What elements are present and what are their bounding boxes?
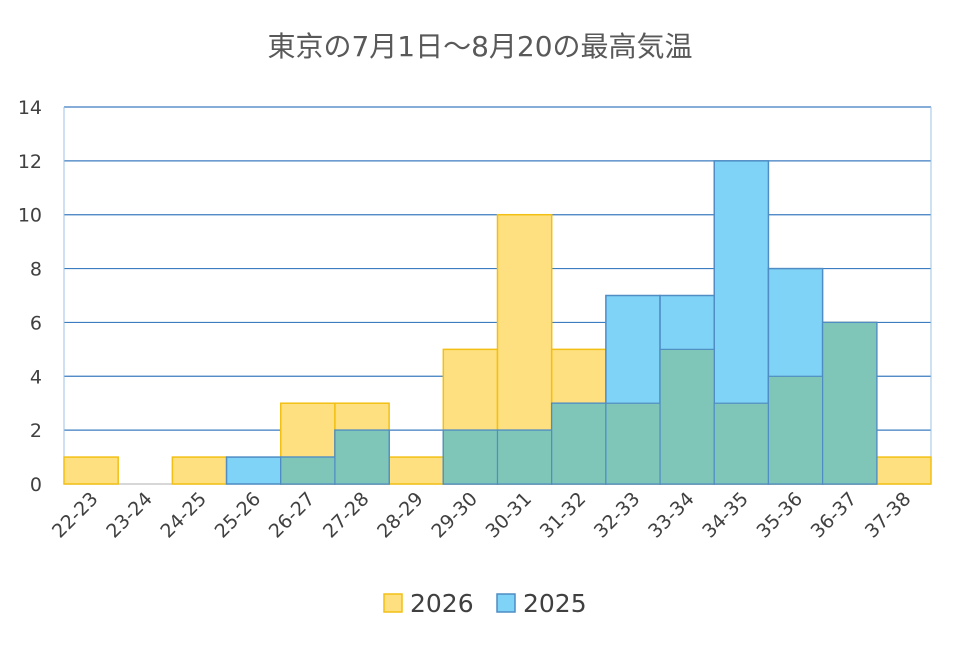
bar-overlap	[605, 402, 661, 485]
y-tick-label: 0	[30, 474, 42, 496]
bar-overlap	[659, 348, 715, 485]
y-tick-label: 12	[18, 151, 42, 173]
legend-swatch-2026	[383, 593, 403, 613]
x-tick-label: 29-30	[427, 488, 482, 543]
bar-overlap	[496, 429, 553, 485]
bar-overlap	[551, 402, 607, 485]
chart-title: 東京の7月1日〜8月20の最高気温	[267, 30, 692, 63]
overlap-bars	[280, 321, 878, 485]
legend: 2026 2025	[383, 589, 587, 618]
y-tick-label: 6	[30, 312, 42, 334]
bar-overlap	[280, 456, 336, 485]
bar-overlap	[713, 402, 770, 485]
x-tick-label: 23-24	[102, 488, 157, 543]
x-tick-label: 27-28	[319, 488, 374, 543]
x-tick-label: 24-25	[156, 488, 211, 543]
legend-swatch-2025	[496, 593, 516, 613]
x-tick-label: 33-34	[644, 488, 699, 543]
bar-2026	[171, 456, 228, 485]
x-tick-label: 35-36	[752, 488, 807, 543]
bar-2026	[388, 456, 445, 485]
y-tick-label: 4	[30, 366, 42, 388]
x-tick-label: 22-23	[48, 488, 103, 543]
x-tick-label: 30-31	[482, 488, 537, 543]
x-axis-ticks: 22-23 23-24 24-25 25-26 26-27 27-28 28-29 29-30…	[48, 488, 915, 543]
y-axis-ticks: 0 2 4 6 8 10 12 14	[18, 97, 42, 496]
legend-label-2026: 2026	[410, 589, 474, 618]
bar-2026	[876, 456, 932, 485]
x-tick-label: 26-27	[265, 488, 320, 543]
y-tick-label: 14	[18, 97, 42, 119]
bar-2026	[63, 456, 119, 485]
bar-overlap	[822, 321, 878, 485]
y-tick-label: 10	[18, 205, 42, 227]
x-tick-label: 28-29	[373, 488, 428, 543]
bar-2025	[225, 456, 282, 485]
y-tick-label: 8	[30, 259, 42, 281]
x-tick-label: 25-26	[211, 488, 266, 543]
x-tick-label: 32-33	[590, 488, 645, 543]
bar-overlap	[767, 375, 824, 485]
y-tick-label: 2	[30, 420, 42, 442]
bar-overlap	[334, 429, 390, 485]
legend-label-2025: 2025	[523, 589, 587, 618]
x-tick-label: 37-38	[861, 488, 916, 543]
x-tick-label: 31-32	[536, 488, 591, 543]
x-tick-label: 34-35	[698, 488, 753, 543]
bar-overlap	[442, 429, 499, 485]
x-tick-label: 36-37	[807, 488, 862, 543]
